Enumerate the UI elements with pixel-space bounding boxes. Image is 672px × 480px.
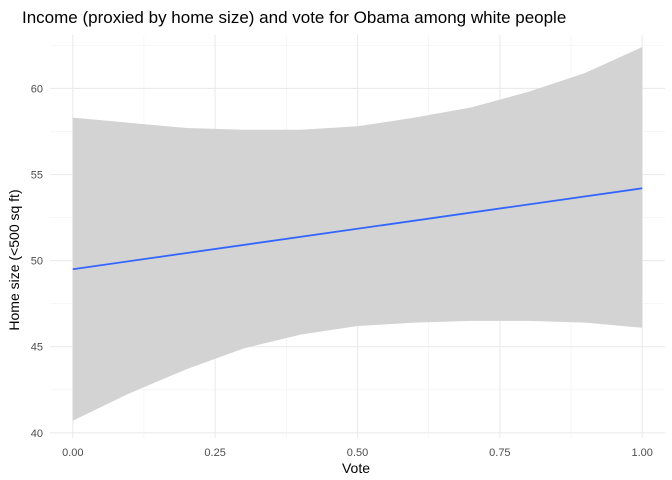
y-tick-label: 45 <box>31 342 43 354</box>
x-tick-label: 0.50 <box>347 447 368 459</box>
x-tick-label: 0.00 <box>62 447 83 459</box>
y-axis-ticks: 40 45 50 55 60 <box>31 83 43 439</box>
chart-title: Income (proxied by home size) and vote f… <box>22 8 566 27</box>
y-tick-label: 50 <box>31 256 43 268</box>
y-tick-label: 60 <box>31 83 43 95</box>
x-tick-label: 0.25 <box>204 447 225 459</box>
x-axis-title: Vote <box>342 460 370 476</box>
series-lines <box>72 187 643 271</box>
x-tick-label: 0.75 <box>489 447 510 459</box>
y-axis-title: Home size (<500 sq ft) <box>6 189 22 330</box>
fit-line <box>72 187 643 271</box>
x-axis-ticks: 0.00 0.25 0.50 0.75 1.00 <box>62 447 653 459</box>
y-tick-label: 40 <box>31 428 43 440</box>
y-tick-label: 55 <box>31 170 43 182</box>
confidence-ribbon <box>72 47 643 421</box>
x-tick-label: 1.00 <box>632 447 653 459</box>
